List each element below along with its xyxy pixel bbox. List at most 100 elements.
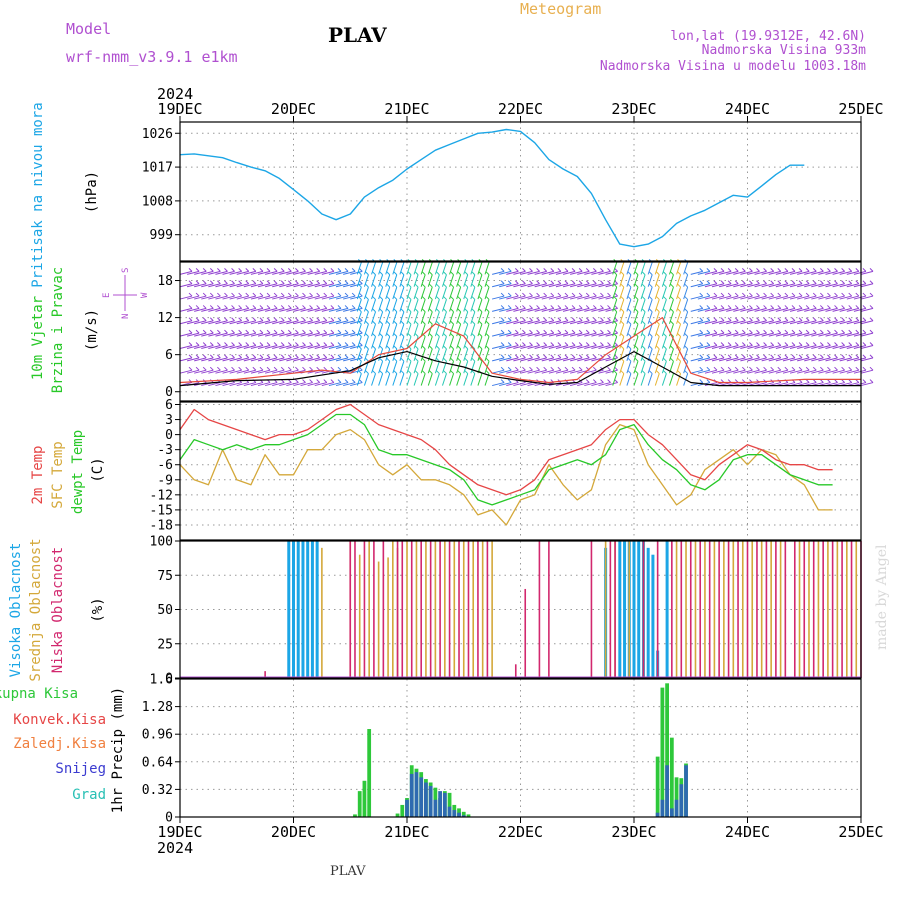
wind-barb-flag [600,280,604,285]
cloud-bar [632,541,636,678]
wind-barb [647,286,653,300]
wind-barb-flag [784,292,789,297]
cloud-bar [491,541,493,678]
wind-barb-flag [557,268,562,272]
wind-barb [541,307,554,312]
cloud-bar [467,541,470,678]
precip-bar [679,784,684,817]
wind-barb [463,262,469,275]
wind-barb [690,307,703,312]
wind-barb-flag [862,329,867,334]
wind-barb-flag [202,280,207,285]
wind-barb-flag [522,305,526,309]
wind-barb [314,270,327,275]
wind-barb-flag [827,379,831,383]
wind-barb [477,323,483,337]
precip-bar [433,799,438,817]
wind-barb-flag [805,280,810,285]
wind-barb-flag [641,271,646,276]
wind-barb-flag [351,317,356,322]
wind-barb [215,283,228,288]
wind-barb [626,299,632,312]
wind-barb [661,299,667,312]
wind-barb-flag [684,271,689,276]
wind-barb [371,361,377,374]
wind-barb-flag [713,354,718,359]
wind-barb-flag [848,342,853,346]
wind-barb-flag [848,366,853,371]
wind-barb [740,345,753,349]
wind-barb-flag [862,280,867,285]
wind-barb [782,295,796,300]
wind-barb-flag [358,329,363,334]
wind-barb [668,274,674,287]
wind-barb [555,345,569,349]
wind-barb-flag [337,354,342,359]
y-tick-label: 0.64 [142,755,173,770]
wind-barb-flag [421,308,426,313]
wind-barb [186,369,200,374]
wind-barb-flag [295,317,299,322]
wind-barb-flag [330,366,335,371]
cloud-bar [458,541,460,678]
wind-barb [797,307,810,312]
wind-barb-flag [386,333,391,337]
y-tick-label: 0.32 [142,783,173,798]
wind-barb-flag [798,329,803,334]
wind-barb [420,262,426,275]
wind-barb-flag [295,305,299,309]
wind-barb-flag [273,317,278,322]
wind-barb [640,361,646,374]
wind-barb-flag [330,354,335,359]
wind-barb-flag [421,333,426,337]
wind-barb [208,345,221,349]
wind-barb [499,295,512,300]
cloud-bar [462,541,465,678]
wind-barb [789,295,803,300]
wind-barb [668,262,674,275]
wind-barb [754,295,767,300]
wind-barb [839,283,852,288]
cloud-bar [377,561,380,678]
wind-barb-flag [344,305,349,309]
precip-bar [674,799,679,817]
wind-barb [619,373,625,386]
wind-barb [350,332,363,337]
wind-barb-flag [266,342,271,346]
wind-barb [492,270,505,275]
wind-barb-flag [592,379,597,383]
wind-barb-flag [770,342,775,346]
wind-barb-flag [400,283,405,288]
wind-barb-flag [613,333,618,337]
wind-barb-flag [280,354,285,359]
wind-barb [548,295,561,300]
wind-barb-flag [578,292,583,297]
wind-barb [527,357,540,362]
wind-barb [300,382,313,387]
wind-barb-flag [252,329,257,334]
wind-barb-flag [571,342,576,346]
wind-title-1: 10m Vjetar [30,296,46,380]
x-tick-label-bottom: 25DEC [838,823,883,841]
wind-barb [690,270,703,275]
cloud-bar [779,541,782,678]
wind-barb [194,295,207,300]
wind-barb [676,311,682,324]
wind-barb-flag [252,268,257,272]
wind-barb [570,295,583,300]
wind-barb [314,320,327,325]
wind-barb-flag [734,342,739,346]
wind-barb [804,332,817,337]
wind-barb [356,336,362,349]
wind-barb-flag [337,317,342,322]
wind-barb [427,373,433,386]
wind-barb-flag [855,317,860,322]
wind-barb [378,323,384,337]
wind-barb [612,361,618,374]
wind-barb [399,336,405,349]
wind-barb-flag [344,268,349,272]
wind-barb [832,332,845,337]
wind-barb-flag [231,354,235,359]
wind-barb [328,357,342,362]
